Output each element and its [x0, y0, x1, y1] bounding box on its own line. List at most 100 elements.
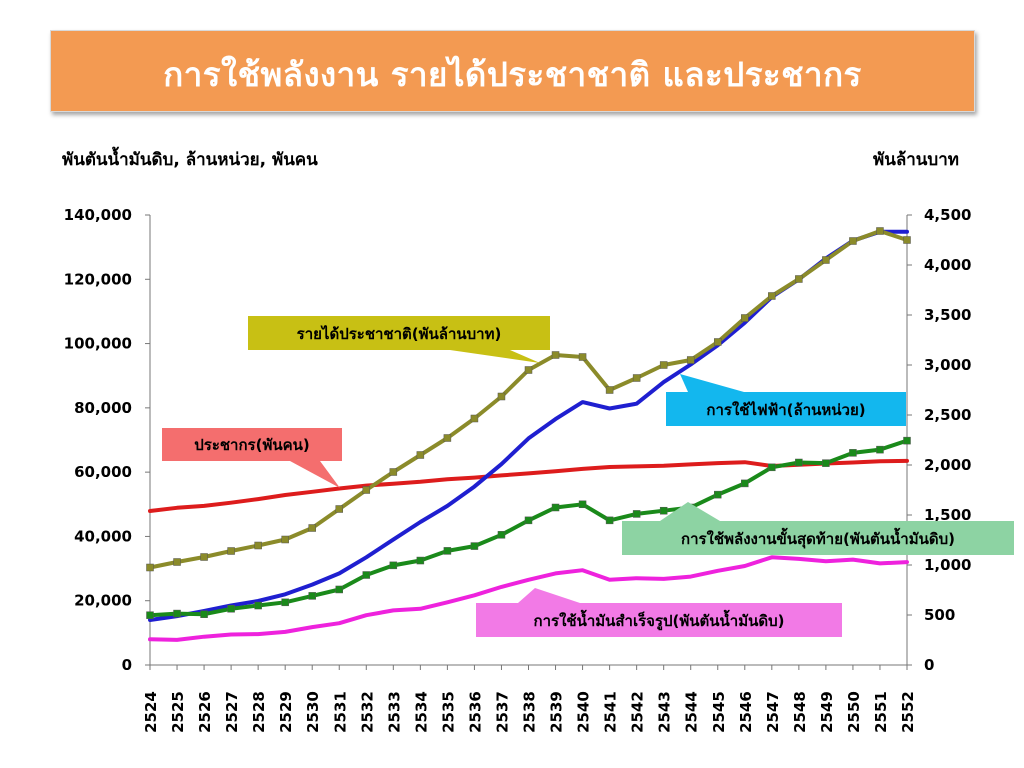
right-tick-label: 2,500	[924, 406, 971, 424]
series-point-income	[443, 434, 452, 442]
callout-box-oil	[476, 603, 842, 637]
left-axis-title: พันตันน้ำมันดิบ, ล้านหน่วย, พันคน	[62, 150, 318, 170]
callout-label-income: รายได้ประชาชาติ(พันล้านบาท)	[297, 324, 502, 343]
x-tick-label: 2546	[737, 691, 755, 733]
series-point-final_energy	[876, 445, 884, 454]
series-point-income	[524, 366, 533, 374]
series-point-final_energy	[714, 490, 722, 499]
series-point-final_energy	[362, 571, 371, 579]
callout-box-population	[162, 428, 342, 461]
callout-pointer-income	[450, 350, 540, 363]
x-tick-label: 2541	[602, 691, 620, 733]
series-point-final_energy	[605, 516, 614, 525]
left-tick-label: 120,000	[64, 270, 132, 288]
series-point-income	[659, 361, 668, 369]
title-banner: การใช้พลังงาน รายได้ประชาชาติ และประชากร	[50, 30, 975, 112]
x-tick-label: 2533	[385, 691, 403, 733]
series-point-income	[173, 558, 181, 566]
x-tick-label: 2545	[710, 691, 728, 733]
series-point-income	[714, 338, 722, 346]
x-tick-label: 2531	[331, 691, 349, 733]
series-point-final_energy	[389, 561, 398, 570]
callout-pointer-final_energy	[660, 502, 720, 521]
series-point-income	[227, 547, 235, 555]
left-tick-label: 40,000	[74, 527, 132, 545]
series-point-final_energy	[308, 592, 316, 600]
x-tick-label: 2540	[575, 691, 593, 733]
series-point-income	[632, 374, 641, 382]
right-tick-label: 2,000	[924, 456, 971, 474]
x-tick-label: 2528	[250, 691, 268, 733]
left-tick-label: 100,000	[64, 335, 132, 353]
series-point-final_energy	[903, 436, 911, 445]
series-point-final_energy	[146, 611, 154, 619]
x-tick-label: 2534	[412, 691, 430, 733]
left-tick-label: 0	[122, 656, 132, 674]
series-point-income	[795, 275, 803, 283]
series-point-income	[849, 237, 857, 245]
series-point-final_energy	[659, 506, 668, 515]
x-tick-label: 2542	[629, 691, 647, 733]
callout-label-population: ประชากร(พันคน)	[194, 436, 310, 454]
x-tick-label: 2530	[304, 691, 322, 733]
x-tick-label: 2526	[196, 691, 214, 733]
x-tick-label: 2547	[764, 691, 782, 733]
series-point-final_energy	[281, 598, 289, 607]
x-tick-label: 2548	[791, 691, 809, 733]
callout-label-oil: การใช้น้ำมันสำเร็จรูป(พันตันน้ำมันดิบ)	[534, 609, 785, 631]
series-point-final_energy	[822, 459, 830, 467]
x-tick-label: 2529	[277, 691, 295, 733]
series-point-final_energy	[768, 463, 776, 472]
series-point-final_energy	[741, 479, 749, 488]
series-point-final_energy	[524, 516, 533, 525]
callout-label-electricity: การใช้ไฟฟ้า(ล้านหน่วย)	[706, 400, 865, 419]
series-point-final_energy	[551, 503, 560, 512]
series-point-final_energy	[254, 601, 262, 610]
callout-pointer-population	[290, 461, 340, 488]
x-tick-label: 2552	[899, 691, 917, 733]
series-point-final_energy	[497, 531, 506, 539]
right-tick-label: 500	[924, 606, 955, 624]
series-line-population	[148, 458, 909, 513]
right-tick-label: 1,000	[924, 556, 971, 574]
callout-box-final_energy	[622, 521, 1014, 555]
series-point-final_energy	[443, 547, 452, 555]
right-axis-title: พันล้านบาท	[873, 150, 959, 170]
x-tick-label: 2551	[872, 691, 890, 733]
x-tick-label: 2543	[656, 691, 674, 733]
series-point-final_energy	[200, 610, 208, 618]
x-tick-label: 2549	[818, 691, 836, 733]
series-point-income	[254, 541, 262, 550]
series-point-income	[389, 468, 398, 476]
x-tick-label: 2527	[223, 691, 241, 733]
series-point-income	[200, 553, 208, 561]
x-tick-label: 2536	[466, 691, 484, 733]
series-point-income	[903, 236, 911, 244]
right-tick-label: 0	[924, 656, 934, 674]
callout-pointer-oil	[518, 588, 580, 603]
series-point-income	[686, 356, 695, 364]
series-point-income	[578, 353, 587, 361]
series-point-income	[281, 535, 289, 544]
right-tick-label: 3,500	[924, 306, 971, 324]
x-tick-label: 2544	[683, 691, 701, 733]
series-point-final_energy	[849, 449, 857, 457]
callout-pointer-electricity	[680, 374, 744, 392]
right-tick-label: 4,000	[924, 256, 971, 274]
callout-label-final_energy: การใช้พลังงานขั้นสุดท้าย(พันตันน้ำมันดิบ…	[681, 527, 955, 549]
chart-title: การใช้พลังงาน รายได้ประชาชาติ และประชากร	[163, 55, 862, 94]
series-point-final_energy	[416, 556, 425, 565]
x-tick-label: 2525	[169, 691, 187, 733]
series-point-final_energy	[470, 542, 479, 550]
series-point-final_energy	[578, 500, 587, 509]
callout-box-electricity	[666, 392, 906, 426]
x-tick-label: 2538	[521, 691, 539, 733]
right-tick-label: 4,500	[924, 206, 971, 224]
right-tick-label: 1,500	[924, 506, 971, 524]
left-tick-label: 80,000	[74, 399, 132, 417]
callout-box-income	[248, 316, 550, 350]
series-point-income	[470, 414, 479, 423]
series-point-income	[146, 563, 154, 572]
series-point-income	[362, 486, 371, 494]
x-tick-label: 2535	[439, 691, 457, 733]
